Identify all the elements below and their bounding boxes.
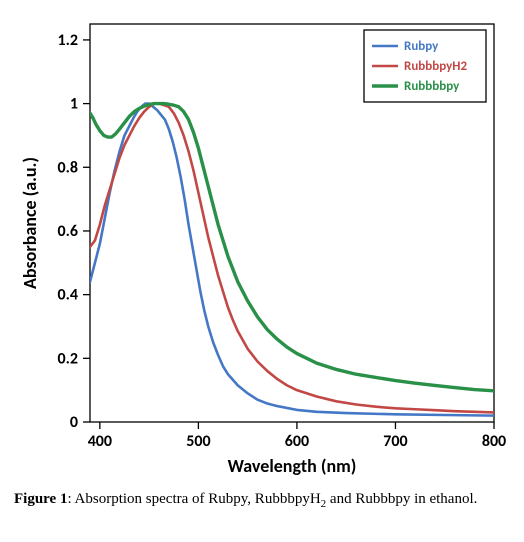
svg-text:0.2: 0.2 xyxy=(58,349,79,368)
svg-text:Rubpy: Rubpy xyxy=(404,39,439,54)
svg-text:600: 600 xyxy=(285,432,309,451)
absorption-spectra-chart: 400 500 600 700 800 0 0.2 0.4 0.6 0.8 1 1.2 Waveleng… xyxy=(12,10,512,480)
svg-text:0.6: 0.6 xyxy=(58,222,79,241)
svg-text:500: 500 xyxy=(186,432,210,451)
svg-text:400: 400 xyxy=(88,432,112,451)
svg-text:0: 0 xyxy=(70,413,78,432)
svg-text:0.4: 0.4 xyxy=(58,286,79,305)
caption-label: Figure 1 xyxy=(14,491,67,507)
chart-svg: 400 500 600 700 800 0 0.2 0.4 0.6 0.8 1 1.2 Waveleng… xyxy=(12,10,512,480)
svg-text:1.2: 1.2 xyxy=(58,31,79,50)
svg-text:RubbbpyH2: RubbbpyH2 xyxy=(404,59,467,74)
svg-text:Absorbance (a.u.): Absorbance (a.u.) xyxy=(19,157,41,289)
caption-text-before: : Absorption spectra of Rubpy, RubbbpyH xyxy=(67,491,320,507)
svg-text:800: 800 xyxy=(482,432,506,451)
svg-text:700: 700 xyxy=(383,432,407,451)
svg-text:Rubbbbpy: Rubbbbpy xyxy=(404,79,460,94)
figure-caption: Figure 1: Absorption spectra of Rubpy, R… xyxy=(14,490,510,512)
figure-wrapper: 400 500 600 700 800 0 0.2 0.4 0.6 0.8 1 1.2 Waveleng… xyxy=(0,0,524,542)
svg-text:Wavelength (nm): Wavelength (nm) xyxy=(228,455,357,477)
svg-text:1: 1 xyxy=(70,95,78,114)
svg-text:0.8: 0.8 xyxy=(58,158,79,177)
caption-text-after: and Rubbbpy in ethanol. xyxy=(326,491,477,507)
